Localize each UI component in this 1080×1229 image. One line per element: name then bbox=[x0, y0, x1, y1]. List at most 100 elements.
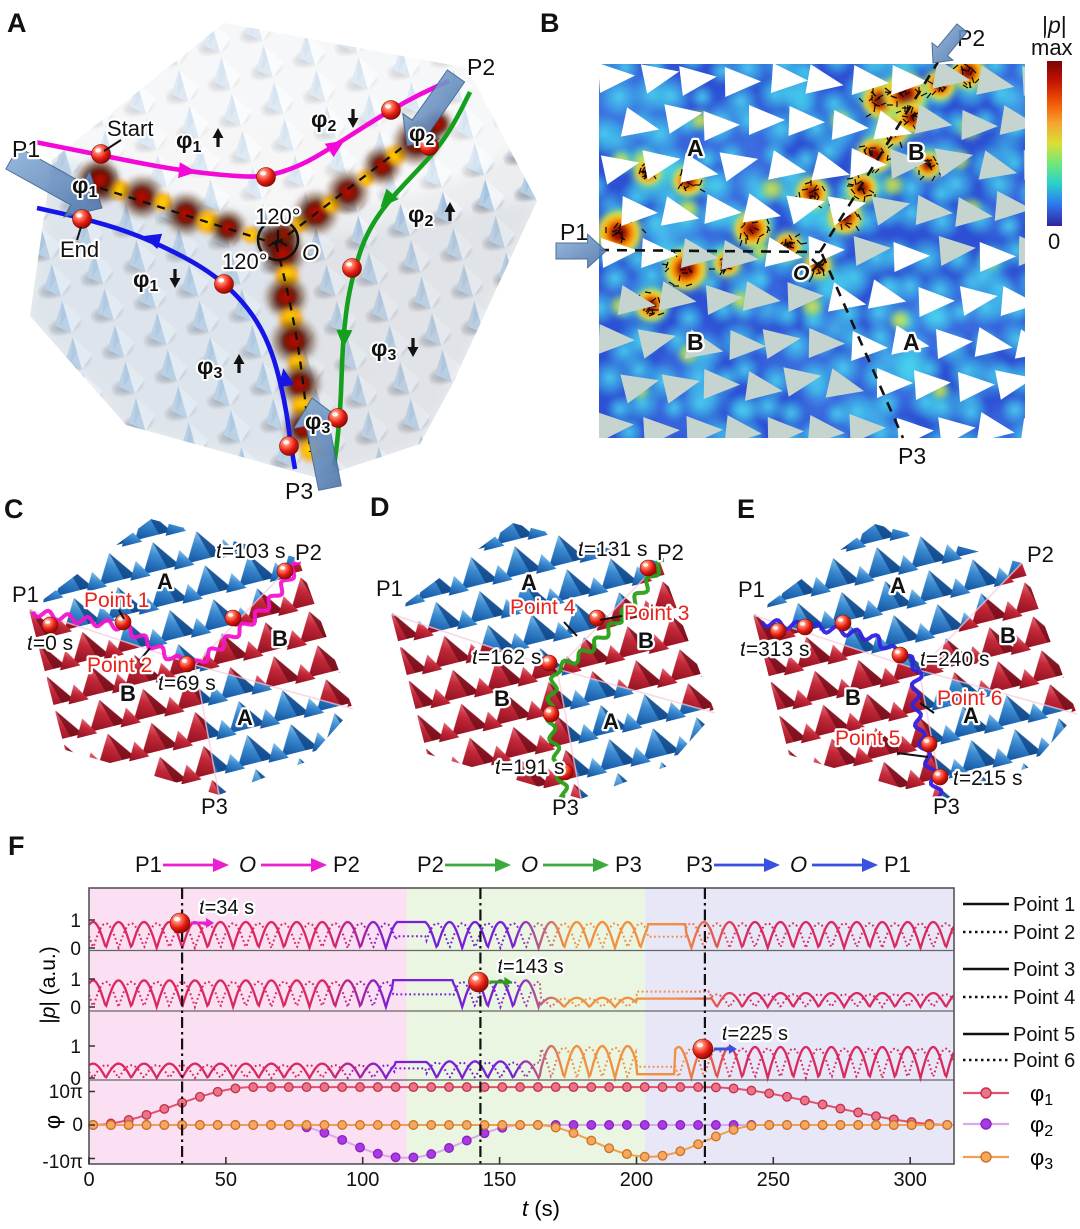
svg-text:A: A bbox=[521, 570, 537, 595]
svg-text:B: B bbox=[687, 329, 704, 355]
svg-text:O: O bbox=[793, 262, 809, 285]
svg-text:C: C bbox=[4, 494, 24, 524]
svg-text:100: 100 bbox=[346, 1169, 379, 1191]
svg-text:200: 200 bbox=[620, 1169, 653, 1191]
svg-text:50: 50 bbox=[215, 1169, 237, 1191]
svg-text:Point 5: Point 5 bbox=[1013, 1024, 1075, 1046]
svg-text:φ3: φ3 bbox=[1030, 1145, 1053, 1173]
svg-text:150: 150 bbox=[483, 1169, 516, 1191]
svg-text:D: D bbox=[370, 492, 390, 522]
svg-text:O: O bbox=[521, 852, 538, 877]
svg-text:O: O bbox=[239, 852, 256, 877]
svg-text:1: 1 bbox=[70, 911, 81, 932]
svg-text:P2: P2 bbox=[417, 852, 444, 877]
svg-text:250: 250 bbox=[757, 1169, 790, 1191]
svg-text:1: 1 bbox=[70, 1037, 81, 1058]
svg-text:O: O bbox=[790, 852, 807, 877]
svg-text:|p| (a.u.): |p| (a.u.) bbox=[37, 946, 60, 1023]
svg-text:Point 4: Point 4 bbox=[1013, 987, 1075, 1009]
svg-text:0: 0 bbox=[70, 998, 81, 1019]
svg-text:t=215 s: t=215 s bbox=[953, 767, 1022, 790]
svg-text:B: B bbox=[908, 139, 925, 165]
svg-text:B: B bbox=[540, 8, 560, 38]
svg-text:Point 6: Point 6 bbox=[937, 687, 1002, 710]
svg-text:φ1: φ1 bbox=[1030, 1081, 1053, 1109]
svg-text:10π: 10π bbox=[49, 1082, 83, 1103]
svg-text:t (s): t (s) bbox=[522, 1196, 560, 1221]
svg-text:A: A bbox=[963, 703, 979, 728]
svg-text:A: A bbox=[903, 329, 920, 355]
svg-text:B: B bbox=[272, 626, 288, 651]
svg-text:t=162 s: t=162 s bbox=[472, 646, 541, 669]
svg-text:t=313 s: t=313 s bbox=[740, 638, 809, 661]
svg-text:Point 1: Point 1 bbox=[1013, 894, 1075, 916]
svg-text:Point 6: Point 6 bbox=[1013, 1050, 1075, 1072]
svg-text:Point 1: Point 1 bbox=[84, 589, 149, 612]
svg-text:P2: P2 bbox=[333, 852, 360, 877]
svg-text:P2: P2 bbox=[295, 540, 322, 565]
svg-text:P2: P2 bbox=[1027, 542, 1054, 567]
svg-text:t=240 s: t=240 s bbox=[920, 648, 989, 671]
svg-text:Point 2: Point 2 bbox=[1013, 922, 1075, 944]
svg-text:P1: P1 bbox=[738, 577, 765, 602]
svg-text:Point 3: Point 3 bbox=[624, 602, 689, 625]
svg-text:B: B bbox=[845, 685, 861, 710]
svg-text:O: O bbox=[302, 240, 319, 265]
svg-text:P3: P3 bbox=[686, 852, 713, 877]
svg-text:P1: P1 bbox=[135, 852, 162, 877]
svg-text:t=191 s: t=191 s bbox=[495, 756, 564, 779]
svg-text:Point 3: Point 3 bbox=[1013, 959, 1075, 981]
svg-text:t=131 s: t=131 s bbox=[578, 538, 647, 561]
svg-text:0: 0 bbox=[83, 1169, 94, 1191]
svg-text:120°: 120° bbox=[255, 204, 301, 229]
svg-text:A: A bbox=[603, 709, 619, 734]
svg-text:A: A bbox=[157, 569, 173, 594]
svg-text:A: A bbox=[687, 135, 704, 161]
svg-text:120°: 120° bbox=[222, 249, 268, 274]
svg-text:B: B bbox=[120, 681, 136, 706]
svg-text:1: 1 bbox=[70, 970, 81, 991]
svg-text:P1: P1 bbox=[376, 576, 403, 601]
svg-text:B: B bbox=[1000, 623, 1016, 648]
svg-text:A: A bbox=[237, 705, 253, 730]
svg-text:P3: P3 bbox=[285, 478, 313, 504]
svg-text:φ2: φ2 bbox=[1030, 1112, 1053, 1140]
svg-text:P3: P3 bbox=[615, 852, 642, 877]
svg-text:t=103 s: t=103 s bbox=[216, 540, 285, 563]
svg-text:B: B bbox=[494, 686, 510, 711]
svg-text:P2: P2 bbox=[657, 540, 684, 565]
svg-text:P3: P3 bbox=[552, 795, 579, 820]
svg-text:0: 0 bbox=[70, 1069, 81, 1090]
svg-text:φ: φ bbox=[40, 1115, 65, 1129]
svg-text:P3: P3 bbox=[933, 794, 960, 819]
svg-text:End: End bbox=[60, 237, 99, 262]
svg-text:B: B bbox=[638, 628, 654, 653]
svg-text:P1: P1 bbox=[12, 136, 40, 162]
svg-text:P1: P1 bbox=[560, 219, 588, 245]
svg-text:E: E bbox=[737, 494, 755, 524]
svg-text:φ2: φ2 bbox=[409, 120, 434, 149]
svg-text:t=0 s: t=0 s bbox=[27, 632, 73, 655]
svg-text:A: A bbox=[7, 8, 27, 38]
svg-text:t=143 s: t=143 s bbox=[497, 956, 563, 978]
svg-text:t=225 s: t=225 s bbox=[722, 1023, 788, 1045]
svg-text:P1: P1 bbox=[884, 852, 911, 877]
svg-text:t=34 s: t=34 s bbox=[199, 897, 254, 919]
svg-text:P3: P3 bbox=[898, 443, 926, 469]
svg-text:t=69 s: t=69 s bbox=[158, 672, 216, 695]
svg-text:-10π: -10π bbox=[42, 1152, 83, 1173]
svg-text:P1: P1 bbox=[12, 582, 39, 607]
svg-text:|p|: |p| bbox=[1042, 12, 1067, 38]
svg-text:300: 300 bbox=[894, 1169, 927, 1191]
svg-text:A: A bbox=[890, 573, 906, 598]
svg-text:max: max bbox=[1031, 35, 1073, 60]
svg-text:P2: P2 bbox=[467, 54, 495, 80]
svg-text:0: 0 bbox=[70, 939, 81, 960]
svg-text:0: 0 bbox=[72, 1115, 83, 1136]
svg-text:0: 0 bbox=[1048, 229, 1060, 254]
svg-text:Point 4: Point 4 bbox=[510, 596, 576, 619]
svg-text:Point 2: Point 2 bbox=[87, 654, 152, 677]
svg-text:P3: P3 bbox=[201, 794, 228, 819]
svg-text:F: F bbox=[8, 831, 25, 861]
svg-text:Point 5: Point 5 bbox=[835, 727, 900, 750]
